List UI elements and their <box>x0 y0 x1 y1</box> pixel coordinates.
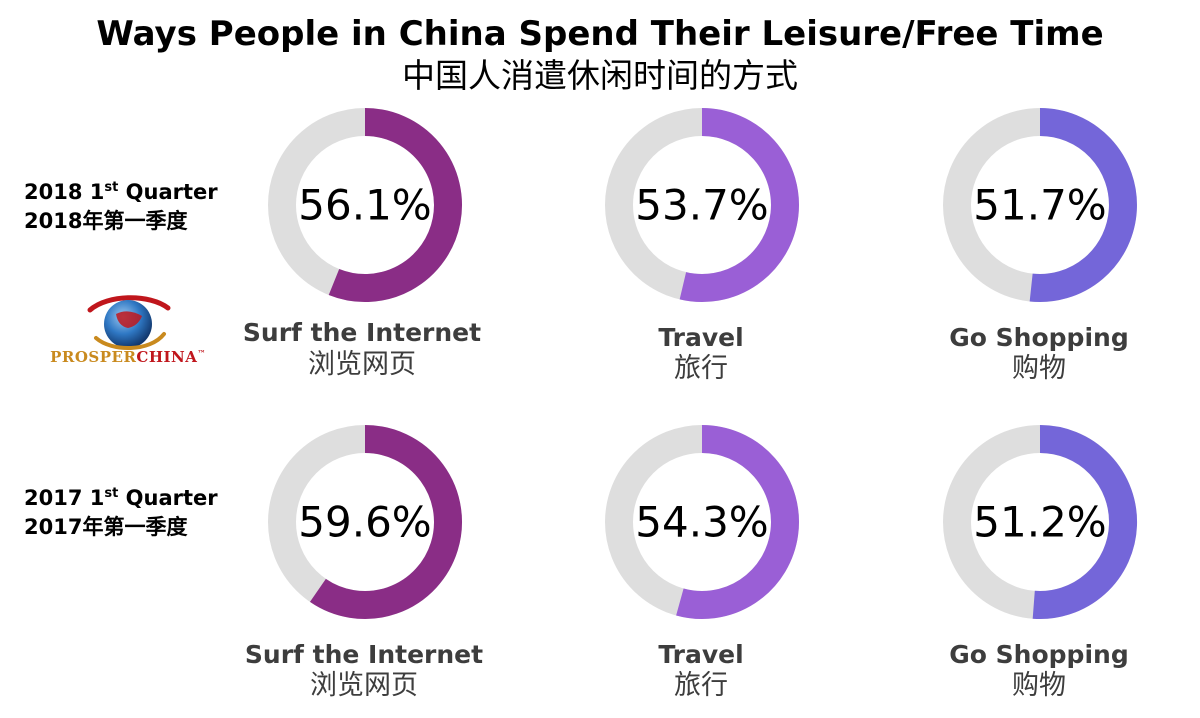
donut-arc-2017-internet <box>309 425 462 619</box>
prosperchina-logo: PROSPERCHINA™ <box>38 292 218 376</box>
donut-2017-internet: 59.6% <box>268 425 462 619</box>
period-2017-zh: 2017年第一季度 <box>24 515 188 539</box>
value-label-2017-shopping: 51.2% <box>973 498 1106 547</box>
donut-arc-2018-shopping <box>1029 108 1137 302</box>
donut-arc-2018-internet <box>328 108 462 302</box>
globe-icon <box>87 295 171 350</box>
logo-text: PROSPERCHINA™ <box>50 348 206 366</box>
donut-2017-shopping: 51.2% <box>943 425 1137 619</box>
period-2018-zh: 2018年第一季度 <box>24 209 188 233</box>
donut-2018-internet: 56.1% <box>268 108 462 302</box>
category-label-2018-internet: Surf the Internet <box>242 318 482 347</box>
category-label-zh-2018-shopping: 购物 <box>1012 353 1066 384</box>
row-label-2017: 2017 1st Quarter 2017年第一季度 <box>24 484 244 542</box>
period-2018-en: 2018 1st Quarter <box>24 180 218 204</box>
value-label-2018-travel: 53.7% <box>635 181 768 230</box>
category-label-zh-2018-travel: 旅行 <box>674 353 728 384</box>
value-label-2018-shopping: 51.7% <box>973 181 1106 230</box>
category-label-zh-2018-internet: 浏览网页 <box>308 349 416 380</box>
category-label-zh-2017-shopping: 购物 <box>1012 670 1066 701</box>
category-label-zh-2017-travel: 旅行 <box>674 670 728 701</box>
chart-title: Ways People in China Spend Their Leisure… <box>96 14 1104 54</box>
chart-subtitle: 中国人消遣休闲时间的方式 <box>402 56 798 95</box>
category-label-2017-shopping: Go Shopping <box>949 640 1129 669</box>
value-label-2018-internet: 56.1% <box>298 181 431 230</box>
donut-arc-2018-travel <box>679 108 799 302</box>
category-label-2018-travel: Travel <box>658 323 744 352</box>
category-label-zh-2017-internet: 浏览网页 <box>310 670 418 701</box>
donut-2018-travel: 53.7% <box>605 108 799 302</box>
category-label-2018-shopping: Go Shopping <box>949 323 1129 352</box>
value-label-2017-travel: 54.3% <box>635 498 768 547</box>
donut-arc-2017-travel <box>676 425 799 619</box>
value-label-2017-internet: 59.6% <box>298 498 431 547</box>
donut-arc-2017-shopping <box>1032 425 1137 619</box>
category-label-2017-travel: Travel <box>658 640 744 669</box>
donut-2018-shopping: 51.7% <box>943 108 1137 302</box>
row-label-2018: 2018 1st Quarter 2018年第一季度 <box>24 178 244 236</box>
category-label-2017-internet: Surf the Internet <box>244 640 484 669</box>
period-2017-en: 2017 1st Quarter <box>24 486 218 510</box>
donut-2017-travel: 54.3% <box>605 425 799 619</box>
